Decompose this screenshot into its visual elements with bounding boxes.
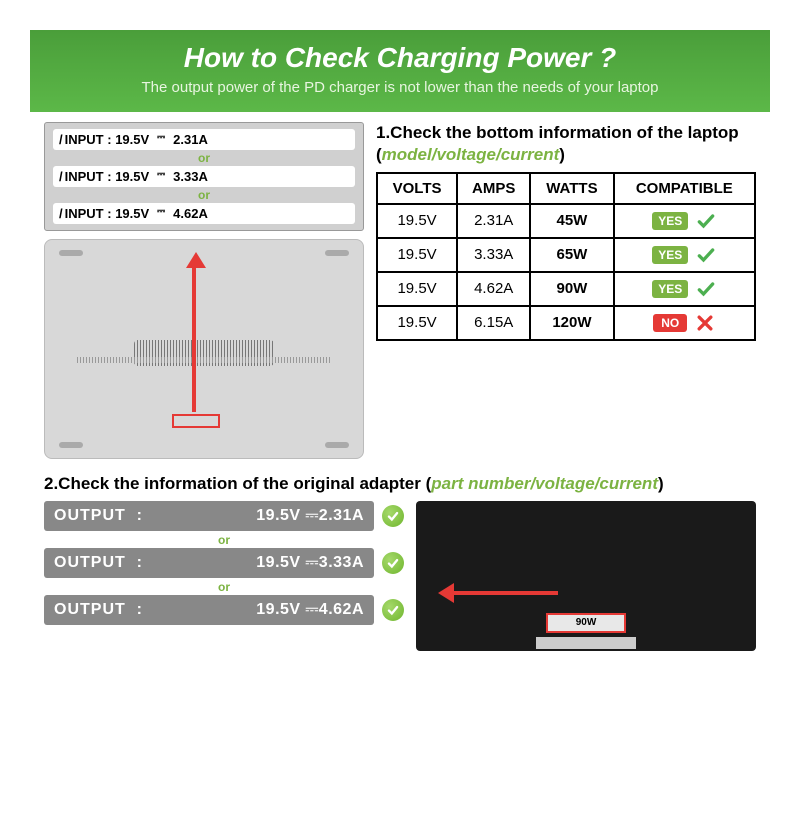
dc-symbol-icon: ⎓ (151, 209, 171, 214)
output-spec-row: OUTPUT : 19.5V ⎓3.33A (44, 548, 374, 578)
input-spec-row: /INPUT : 19.5V ⎓ 2.31A (53, 129, 355, 150)
output-spec-list: OUTPUT : 19.5V ⎓2.31A or OUTPUT : 19.5V … (44, 501, 404, 627)
arrow-up-head-icon (186, 252, 206, 268)
yes-badge: YES (652, 212, 688, 230)
table-row: 19.5V 6.15A 120W NO (377, 306, 755, 340)
ok-dot-icon (382, 599, 404, 621)
step-1-text: 1.Check the bottom information of the la… (376, 122, 756, 166)
step-2-text: 2.Check the information of the original … (44, 473, 756, 495)
adapter-illustration: 90W (416, 501, 756, 651)
col-volts: VOLTS (377, 173, 457, 204)
laptop-illustration-column: /INPUT : 19.5V ⎓ 2.31A or /INPUT : 19.5V… (44, 122, 364, 459)
output-spec-row: OUTPUT : 19.5V ⎓2.31A (44, 501, 374, 531)
col-watts: WATTS (530, 173, 613, 204)
col-compatible: COMPATIBLE (614, 173, 755, 204)
yes-badge: YES (652, 246, 688, 264)
input-spec-row: /INPUT : 19.5V ⎓ 3.33A (53, 166, 355, 187)
or-separator: or (44, 533, 404, 547)
table-row: 19.5V 4.62A 90W YES (377, 272, 755, 306)
check-icon (696, 245, 716, 265)
input-spec-row: /INPUT : 19.5V ⎓ 4.62A (53, 203, 355, 224)
table-row: 19.5V 2.31A 45W YES (377, 204, 755, 238)
or-separator: or (44, 580, 404, 594)
dc-symbol-icon: ⎓ (151, 172, 171, 177)
yes-badge: YES (652, 280, 688, 298)
check-icon (696, 211, 716, 231)
section-2: 2.Check the information of the original … (30, 459, 770, 651)
col-amps: AMPS (457, 173, 530, 204)
page-title: How to Check Charging Power ? (50, 42, 750, 74)
adapter-wattage-label: 90W (546, 613, 626, 633)
ok-dot-icon (382, 505, 404, 527)
arrow-up-icon (192, 264, 196, 412)
page-subtitle: The output power of the PD charger is no… (50, 78, 750, 98)
dc-symbol-icon: ⎓ (151, 135, 171, 140)
ok-dot-icon (382, 552, 404, 574)
or-separator: or (53, 151, 355, 165)
table-row: 19.5V 3.33A 65W YES (377, 238, 755, 272)
laptop-bottom-illustration (44, 239, 364, 459)
cross-icon (695, 313, 715, 333)
header-banner: How to Check Charging Power ? The output… (30, 30, 770, 112)
output-spec-row: OUTPUT : 19.5V ⎓4.62A (44, 595, 374, 625)
compatibility-column: 1.Check the bottom information of the la… (376, 122, 756, 459)
compatibility-table: VOLTS AMPS WATTS COMPATIBLE 19.5V 2.31A … (376, 172, 756, 341)
check-icon (696, 279, 716, 299)
table-header-row: VOLTS AMPS WATTS COMPATIBLE (377, 173, 755, 204)
input-label-callout: /INPUT : 19.5V ⎓ 2.31A or /INPUT : 19.5V… (44, 122, 364, 231)
no-badge: NO (653, 314, 687, 332)
highlight-box (172, 414, 220, 428)
or-separator: or (53, 188, 355, 202)
